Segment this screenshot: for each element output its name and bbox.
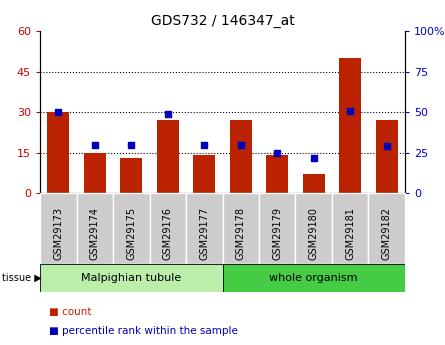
FancyBboxPatch shape xyxy=(368,193,405,264)
Text: GSM29178: GSM29178 xyxy=(236,207,246,260)
Text: GSM29173: GSM29173 xyxy=(53,207,63,260)
Bar xyxy=(84,152,106,193)
Bar xyxy=(266,155,288,193)
FancyBboxPatch shape xyxy=(150,193,186,264)
Text: GDS732 / 146347_at: GDS732 / 146347_at xyxy=(150,14,295,28)
FancyBboxPatch shape xyxy=(222,264,405,292)
Bar xyxy=(230,120,252,193)
Point xyxy=(91,142,98,147)
Point xyxy=(383,144,390,149)
FancyBboxPatch shape xyxy=(40,193,77,264)
FancyBboxPatch shape xyxy=(259,193,295,264)
FancyBboxPatch shape xyxy=(222,193,259,264)
Point xyxy=(347,108,354,113)
Text: tissue ▶: tissue ▶ xyxy=(2,273,42,283)
Bar xyxy=(47,112,69,193)
FancyBboxPatch shape xyxy=(295,193,332,264)
FancyBboxPatch shape xyxy=(332,193,368,264)
Point xyxy=(237,142,244,147)
Text: GSM29175: GSM29175 xyxy=(126,207,136,260)
Point xyxy=(274,150,281,155)
Text: GSM29179: GSM29179 xyxy=(272,207,282,260)
Text: whole organism: whole organism xyxy=(270,273,358,283)
Point xyxy=(128,142,135,147)
Bar xyxy=(376,120,398,193)
Text: Malpighian tubule: Malpighian tubule xyxy=(81,273,182,283)
Text: GSM29180: GSM29180 xyxy=(309,207,319,260)
Bar xyxy=(339,58,361,193)
FancyBboxPatch shape xyxy=(77,193,113,264)
Text: GSM29177: GSM29177 xyxy=(199,207,209,260)
Text: ■ count: ■ count xyxy=(49,307,92,317)
Point xyxy=(201,142,208,147)
Bar xyxy=(193,155,215,193)
Bar xyxy=(303,174,325,193)
FancyBboxPatch shape xyxy=(40,264,222,292)
Bar xyxy=(120,158,142,193)
Text: GSM29181: GSM29181 xyxy=(345,207,355,260)
Text: ■ percentile rank within the sample: ■ percentile rank within the sample xyxy=(49,326,238,336)
Point xyxy=(55,109,62,115)
FancyBboxPatch shape xyxy=(113,193,150,264)
Point xyxy=(164,111,171,117)
Text: GSM29182: GSM29182 xyxy=(382,207,392,260)
Text: GSM29176: GSM29176 xyxy=(163,207,173,260)
FancyBboxPatch shape xyxy=(186,193,222,264)
Point xyxy=(310,155,317,160)
Text: GSM29174: GSM29174 xyxy=(90,207,100,260)
Bar xyxy=(157,120,179,193)
